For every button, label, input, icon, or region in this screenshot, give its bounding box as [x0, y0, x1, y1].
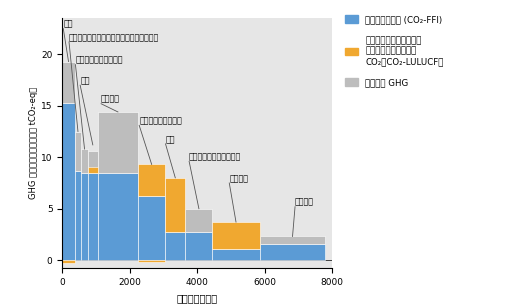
Bar: [185, 209, 212, 232]
Bar: [98, 173, 138, 260]
Bar: [62, 260, 75, 263]
Bar: [212, 222, 260, 249]
Bar: [62, 62, 75, 103]
Text: 東アジア: 東アジア: [101, 95, 120, 104]
Text: 中南米／カリブ地域: 中南米／カリブ地域: [139, 116, 182, 125]
Bar: [185, 232, 212, 260]
Bar: [212, 249, 260, 260]
Y-axis label: GHG 排出量（一人当たりの tCO₂-eq）: GHG 排出量（一人当たりの tCO₂-eq）: [29, 87, 38, 199]
Text: 南アジア: 南アジア: [295, 198, 314, 207]
Bar: [260, 236, 325, 244]
Text: 東南アジア／太平洋地域: 東南アジア／太平洋地域: [189, 152, 241, 161]
Bar: [212, 236, 260, 249]
X-axis label: 人口（百万人）: 人口（百万人）: [176, 293, 218, 303]
Text: 北米: 北米: [63, 20, 73, 29]
Bar: [88, 167, 98, 173]
Text: アフリカ: アフリカ: [229, 174, 248, 183]
Bar: [138, 169, 165, 196]
Text: 東欧／中央アジア西部: 東欧／中央アジア西部: [75, 56, 123, 65]
Bar: [165, 178, 185, 232]
Bar: [75, 170, 81, 260]
Bar: [165, 232, 185, 260]
Bar: [260, 244, 325, 260]
Bar: [138, 260, 165, 262]
Bar: [98, 112, 138, 173]
Bar: [75, 131, 81, 170]
Legend: 化石燃料と産業 (CO₂-FFI), 土地利用、土地利用変化
及び林業由来の正味の
CO₂（CO₂-LULUCF）, その他の GHG: 化石燃料と産業 (CO₂-FFI), 土地利用、土地利用変化 及び林業由来の正味…: [343, 13, 445, 89]
Bar: [81, 173, 88, 260]
Bar: [62, 103, 75, 260]
Bar: [138, 164, 165, 196]
Bar: [81, 149, 88, 173]
Bar: [138, 196, 165, 260]
Text: 中東: 中東: [80, 76, 90, 85]
Bar: [88, 173, 98, 260]
Text: 欧州: 欧州: [166, 135, 175, 144]
Text: オーストラリア／日本／ニュージーランド: オーストラリア／日本／ニュージーランド: [69, 33, 159, 42]
Bar: [88, 151, 98, 173]
Bar: [165, 203, 185, 232]
